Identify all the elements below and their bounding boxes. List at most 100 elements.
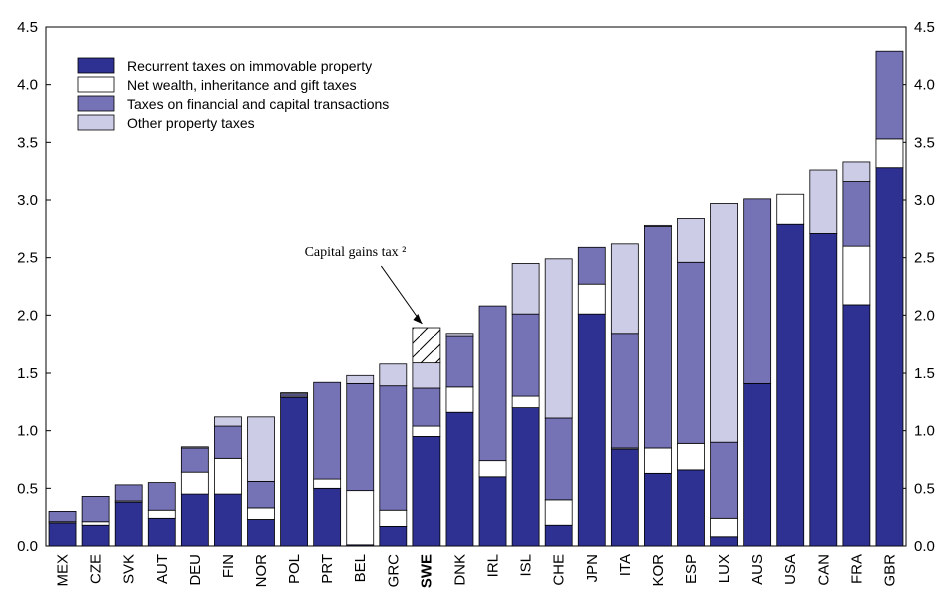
bar-segment <box>247 519 275 547</box>
y2-tick-label: 4.5 <box>914 19 935 36</box>
y2-tick-label: 0.0 <box>914 538 935 555</box>
bar-segment <box>48 510 77 523</box>
y-tick-label: 2.5 <box>17 250 38 267</box>
bar-segment <box>776 223 805 547</box>
bar-segment <box>214 416 242 427</box>
x-tick-label: BEL <box>352 554 369 582</box>
y-tick-label: 1.5 <box>17 365 38 382</box>
bar-segment <box>180 446 209 449</box>
x-tick-label: ESP <box>683 554 700 584</box>
bar-segment <box>610 243 639 335</box>
bar-segment <box>445 333 474 337</box>
bar-segment <box>842 161 871 182</box>
bar-segment <box>743 198 772 384</box>
x-tick-label: POL <box>286 554 303 584</box>
bar-segment <box>412 425 441 437</box>
y2-tick-label: 3.0 <box>914 192 935 209</box>
legend-label: Other property taxes <box>127 115 255 131</box>
x-tick-label: CAN <box>815 554 832 586</box>
bar-segment <box>48 522 77 547</box>
x-tick-label: AUS <box>749 554 766 585</box>
bar-segment <box>544 417 573 501</box>
x-tick-label: SWE <box>418 554 435 588</box>
bar-segment <box>544 524 573 547</box>
y2-tick-label: 1.5 <box>914 365 935 382</box>
x-tick-label: GBR <box>881 554 898 587</box>
annotation-arrowhead <box>413 314 423 325</box>
bar-segment <box>313 381 342 480</box>
annotation: Capital gains tax ² <box>305 245 407 260</box>
y2-tick-label: 3.5 <box>914 134 935 151</box>
bar-segment <box>677 261 705 444</box>
bar-segment <box>577 283 606 315</box>
bar-segment <box>842 245 871 306</box>
annotation-arrow <box>380 265 423 325</box>
bar-segment <box>247 481 275 509</box>
bar-segment <box>511 263 540 315</box>
x-tick-label: FIN <box>220 554 237 578</box>
y-tick-label: 4.0 <box>17 77 38 94</box>
y2-tick-label: 2.5 <box>914 250 935 267</box>
bar-segment <box>81 521 110 526</box>
bar-segment <box>247 416 275 482</box>
bar-segment <box>511 395 540 409</box>
legend-label: Taxes on financial and capital transacti… <box>127 96 389 112</box>
x-tick-label: SVK <box>121 554 138 584</box>
legend <box>62 48 462 148</box>
x-tick-label: USA <box>782 554 799 585</box>
x-tick-label: ITA <box>617 554 634 576</box>
bar-segment <box>280 396 308 547</box>
bar-segment <box>247 507 275 520</box>
bar-segment <box>644 224 672 227</box>
bar-segment <box>610 333 639 449</box>
bar-segment <box>677 442 705 471</box>
bar-segment <box>412 436 441 547</box>
bar-segment <box>478 476 507 547</box>
bar-segment <box>114 484 143 502</box>
legend-swatch <box>77 95 115 112</box>
bar-segment <box>710 203 738 443</box>
bar-segment <box>610 448 639 547</box>
bar-segment <box>346 382 375 492</box>
x-tick-label: LUX <box>716 554 733 583</box>
x-tick-label: CHE <box>551 554 568 586</box>
bar-segment <box>710 517 738 538</box>
x-tick-label: KOR <box>650 554 667 587</box>
bar-segment <box>644 447 672 474</box>
bar-segment <box>677 218 705 263</box>
y-tick-label: 1.0 <box>17 423 38 440</box>
x-tick-label: GRC <box>385 554 402 588</box>
bar-segment <box>743 382 772 547</box>
x-tick-label: DEU <box>187 554 204 586</box>
bar-segment <box>677 469 705 547</box>
bar-segment <box>511 313 540 397</box>
bar-segment <box>445 386 474 413</box>
y-tick-label: 2.0 <box>17 307 38 324</box>
bar-segment <box>147 509 176 519</box>
bar-segment <box>412 387 441 427</box>
bar-segment <box>81 496 110 523</box>
bar-segment <box>114 501 143 547</box>
legend-swatch <box>77 76 115 93</box>
x-tick-label: MEX <box>55 554 72 587</box>
bar-segment <box>379 509 408 527</box>
y-tick-label: 4.5 <box>17 19 38 36</box>
bar-segment <box>379 363 408 387</box>
bar-segment <box>412 362 441 389</box>
bar-segment <box>81 524 110 547</box>
bar-segment <box>346 490 375 546</box>
y2-tick-label: 1.0 <box>914 423 935 440</box>
x-tick-label: CZE <box>88 554 105 584</box>
y2-tick-label: 0.5 <box>914 480 935 497</box>
y-tick-label: 0.0 <box>17 538 38 555</box>
x-tick-label: FRA <box>848 554 865 584</box>
bar-segment <box>809 233 838 547</box>
bar-segment <box>577 246 606 285</box>
bar-segment <box>644 472 672 547</box>
legend-swatch <box>77 57 115 74</box>
annotation-segment <box>412 327 441 364</box>
bar-segment <box>346 374 375 384</box>
plot-frame <box>45 26 907 547</box>
bar-segment <box>280 392 308 395</box>
